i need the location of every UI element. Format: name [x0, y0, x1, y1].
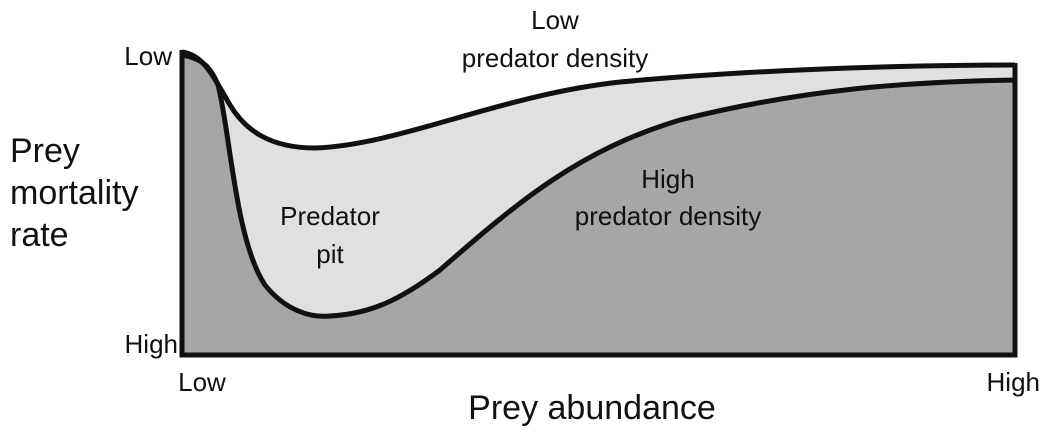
curve-label: Low: [531, 5, 579, 35]
y-axis-title: rate: [10, 216, 69, 254]
frame: [179, 50, 1018, 358]
x-left-label: Low: [178, 367, 226, 397]
region-label: Predator: [280, 201, 380, 231]
region-label: pit: [316, 239, 344, 269]
curve-label: predator density: [575, 201, 761, 231]
y-axis-title: Prey: [10, 132, 80, 170]
low-density-curve: [181, 49, 1016, 151]
y-top-label: Low: [124, 41, 172, 71]
curve-label: predator density: [462, 43, 648, 73]
x-right-label: High: [987, 367, 1040, 397]
x-axis-title: Prey abundance: [468, 389, 716, 427]
y-axis-title: mortality: [10, 174, 138, 212]
y-bottom-label: High: [125, 329, 178, 359]
dark-region: [182, 55, 1015, 355]
high-density-curve: [181, 52, 1016, 319]
curve-label: High: [641, 164, 694, 194]
